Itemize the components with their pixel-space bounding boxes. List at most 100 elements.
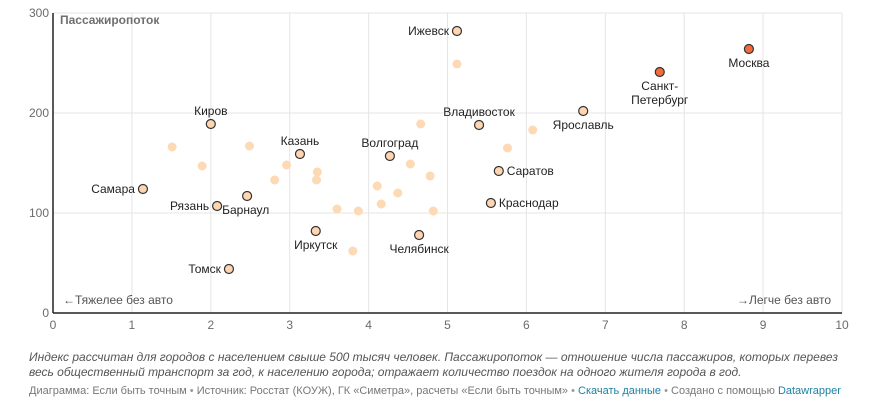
y-tick-label: 0 (42, 306, 49, 320)
datawrapper-link[interactable]: Datawrapper (777, 385, 841, 397)
point-label-line: Ижевск (408, 24, 450, 38)
point-label: Ярославль (553, 118, 614, 132)
point-label-line: Самара (91, 182, 135, 196)
point-label: Томск (188, 262, 221, 276)
point-label: Москва (728, 56, 769, 70)
data-point-highlighted (413, 229, 425, 241)
point-label: Иркутск (294, 238, 338, 252)
x-tick-label: 6 (523, 318, 530, 332)
x-tick-label: 0 (50, 318, 57, 332)
x-tick-label: 9 (760, 318, 767, 332)
point-label-line: Ярославль (553, 118, 614, 132)
point-label-line: Киров (194, 104, 227, 118)
separator: • (186, 385, 197, 397)
data-point (416, 119, 426, 129)
axes (52, 13, 842, 314)
point-label: Рязань (170, 199, 209, 213)
gridlines (53, 12, 843, 313)
x-tick-label: 3 (286, 318, 293, 332)
point-label: Ижевск (408, 24, 450, 38)
data-point (502, 143, 512, 153)
point-label: Владивосток (443, 105, 515, 119)
data-point-highlighted (212, 200, 223, 212)
data-point (332, 204, 342, 214)
x-tick-label: 4 (365, 318, 372, 332)
data-point (428, 206, 438, 216)
y-tick-label: 300 (29, 6, 49, 20)
x-tick-label: 5 (444, 318, 451, 332)
x-tick-label: 7 (602, 318, 609, 332)
x-tick-labels: 0 1 2 3 4 5 6 7 8 9 10 (50, 318, 849, 332)
point-label-line: Петербург (631, 93, 689, 107)
point-label-line: Казань (281, 134, 320, 148)
data-point (528, 125, 538, 135)
point-label: Волгоград (361, 136, 418, 150)
data-point (425, 171, 435, 181)
data-point (353, 206, 363, 216)
point-label: Челябинск (389, 242, 449, 256)
data-point (452, 59, 462, 69)
data-point-highlighted (223, 263, 235, 275)
point-label: Барнаул (222, 203, 269, 217)
y-axis-title: Пассажиропоток (60, 13, 160, 27)
separator: • (661, 385, 671, 397)
point-label-line: Владивосток (443, 105, 515, 119)
data-point (167, 142, 177, 152)
point-label: Киров (194, 104, 227, 118)
byline-chart: Диаграмма: Если быть точным (29, 385, 187, 397)
point-label-line: Москва (728, 56, 769, 70)
point-label-line: Рязань (170, 199, 209, 213)
data-point-highlighted (473, 119, 485, 131)
data-point-highlighted (241, 190, 253, 202)
point-label: Саратов (507, 164, 554, 178)
point-label-line: Краснодар (499, 196, 559, 210)
byline-source: Источник: Росстат (КОУЖ), ГК «Симетра», … (196, 385, 569, 397)
x-tick-label: 10 (835, 318, 849, 332)
point-label-line: Саратов (507, 164, 554, 178)
data-point-highlighted (310, 225, 321, 237)
data-point-highlighted (205, 118, 216, 130)
data-point-highlighted (294, 148, 306, 160)
data-point (197, 161, 207, 171)
point-label-line: Волгоград (361, 136, 418, 150)
scatter-chart: 0 1 2 3 4 5 6 7 8 9 10 0 100 200 300 Пассажиропоток ←… (29, 6, 849, 332)
chart-notes: Индекс рассчитан для городов с население… (29, 350, 838, 379)
point-labels: Москва Санкт-Петербург Ижевск Владивосток Яр… (91, 24, 770, 276)
y-tick-label: 100 (29, 206, 49, 220)
data-point-highlighted (578, 105, 589, 117)
data-point-highlighted (743, 43, 754, 55)
download-data-link[interactable]: Скачать данные (578, 385, 662, 397)
data-point (312, 167, 322, 177)
x-tick-label: 1 (129, 318, 136, 332)
data-point-highlighted (493, 165, 504, 177)
x-tick-label: 8 (681, 318, 688, 332)
y-tick-labels: 0 100 200 300 (29, 6, 49, 320)
y-tick-label: 200 (29, 106, 49, 120)
data-point (270, 175, 280, 185)
points-other (167, 59, 538, 256)
data-point (244, 141, 254, 151)
data-point (312, 175, 322, 185)
point-label-line: Иркутск (294, 238, 338, 252)
point-label: Краснодар (499, 196, 559, 210)
point-label: Казань (281, 134, 320, 148)
data-point (372, 181, 382, 191)
created-with: Создано с помощью (671, 385, 775, 397)
data-point (393, 188, 403, 198)
data-point (376, 199, 386, 209)
annotation-right: →Легче без авто (737, 293, 831, 307)
points-labeled (137, 25, 754, 275)
point-label-line: Барнаул (222, 203, 269, 217)
data-point-highlighted (654, 66, 665, 78)
data-point-highlighted (485, 197, 496, 209)
point-label-line: Санкт- (641, 79, 678, 93)
data-point (405, 159, 415, 169)
data-point-highlighted (137, 183, 149, 195)
data-point-highlighted (451, 25, 463, 37)
byline: Диаграмма: Если быть точным • Источник: … (29, 385, 841, 397)
point-label-line: Томск (188, 262, 221, 276)
data-point (282, 160, 292, 170)
separator: • (568, 385, 579, 397)
annotation-left: ←Тяжелее без авто (63, 293, 173, 307)
x-tick-label: 2 (207, 318, 214, 332)
